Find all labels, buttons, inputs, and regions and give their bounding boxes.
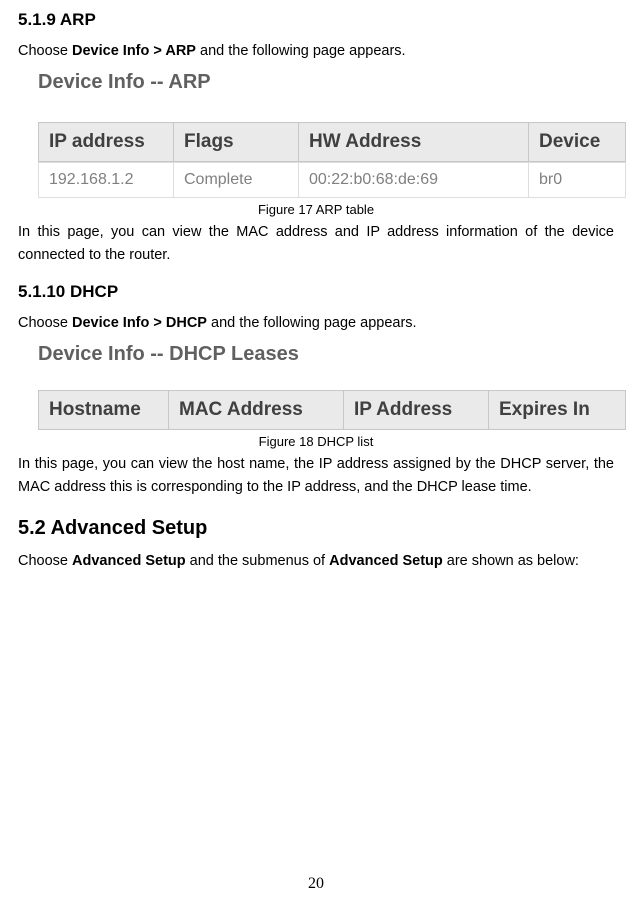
arp-caption: Figure 17 ARP table [18, 202, 614, 217]
dhcp-caption: Figure 18 DHCP list [18, 434, 614, 449]
page: 5.1.9 ARP Choose Device Info > ARP and t… [0, 0, 632, 911]
table-header-row: HostnameMAC AddressIP AddressExpires In [38, 390, 626, 430]
adv-intro-bold: Advanced Setup [72, 553, 186, 569]
page-number: 20 [0, 875, 632, 893]
dhcp-table: HostnameMAC AddressIP AddressExpires In [38, 390, 626, 430]
dhcp-figure: Device Info -- DHCP Leases HostnameMAC A… [38, 343, 626, 430]
dhcp-after-text: In this page, you can view the host name… [18, 453, 614, 499]
adv-intro-text: Choose [18, 553, 72, 569]
arp-intro-bold: Device Info > ARP [72, 43, 196, 59]
arp-table: IP addressFlagsHW AddressDevice192.168.1… [38, 122, 626, 198]
adv-intro-bold: Advanced Setup [329, 553, 443, 569]
arp-intro-post: and the following page appears. [196, 43, 406, 59]
dhcp-intro-bold: Device Info > DHCP [72, 315, 207, 331]
dhcp-intro: Choose Device Info > DHCP and the follow… [18, 312, 614, 335]
table-header-cell: Flags [173, 122, 298, 162]
arp-intro-pre: Choose [18, 43, 72, 59]
table-header-cell: IP Address [343, 390, 488, 430]
arp-figure: Device Info -- ARP IP addressFlagsHW Add… [38, 71, 626, 198]
arp-panel-title: Device Info -- ARP [38, 71, 626, 94]
adv-intro: Choose Advanced Setup and the submenus o… [18, 550, 614, 573]
table-row: 192.168.1.2Complete00:22:b0:68:de:69br0 [38, 162, 626, 198]
heading-dhcp: 5.1.10 DHCP [18, 282, 614, 302]
heading-arp: 5.1.9 ARP [18, 10, 614, 30]
table-header-cell: Hostname [38, 390, 168, 430]
table-header-cell: MAC Address [168, 390, 343, 430]
dhcp-intro-post: and the following page appears. [207, 315, 417, 331]
table-cell: 00:22:b0:68:de:69 [298, 162, 528, 198]
arp-intro: Choose Device Info > ARP and the followi… [18, 40, 614, 63]
adv-intro-text: are shown as below: [443, 553, 579, 569]
arp-after-text: In this page, you can view the MAC addre… [18, 221, 614, 267]
table-header-cell: IP address [38, 122, 173, 162]
adv-intro-text: and the submenus of [186, 553, 330, 569]
table-cell: br0 [528, 162, 626, 198]
table-header-row: IP addressFlagsHW AddressDevice [38, 122, 626, 162]
dhcp-panel-title: Device Info -- DHCP Leases [38, 343, 626, 366]
table-cell: 192.168.1.2 [38, 162, 173, 198]
heading-advanced: 5.2 Advanced Setup [18, 517, 614, 540]
table-cell: Complete [173, 162, 298, 198]
dhcp-intro-pre: Choose [18, 315, 72, 331]
table-header-cell: Expires In [488, 390, 626, 430]
table-header-cell: HW Address [298, 122, 528, 162]
table-header-cell: Device [528, 122, 626, 162]
